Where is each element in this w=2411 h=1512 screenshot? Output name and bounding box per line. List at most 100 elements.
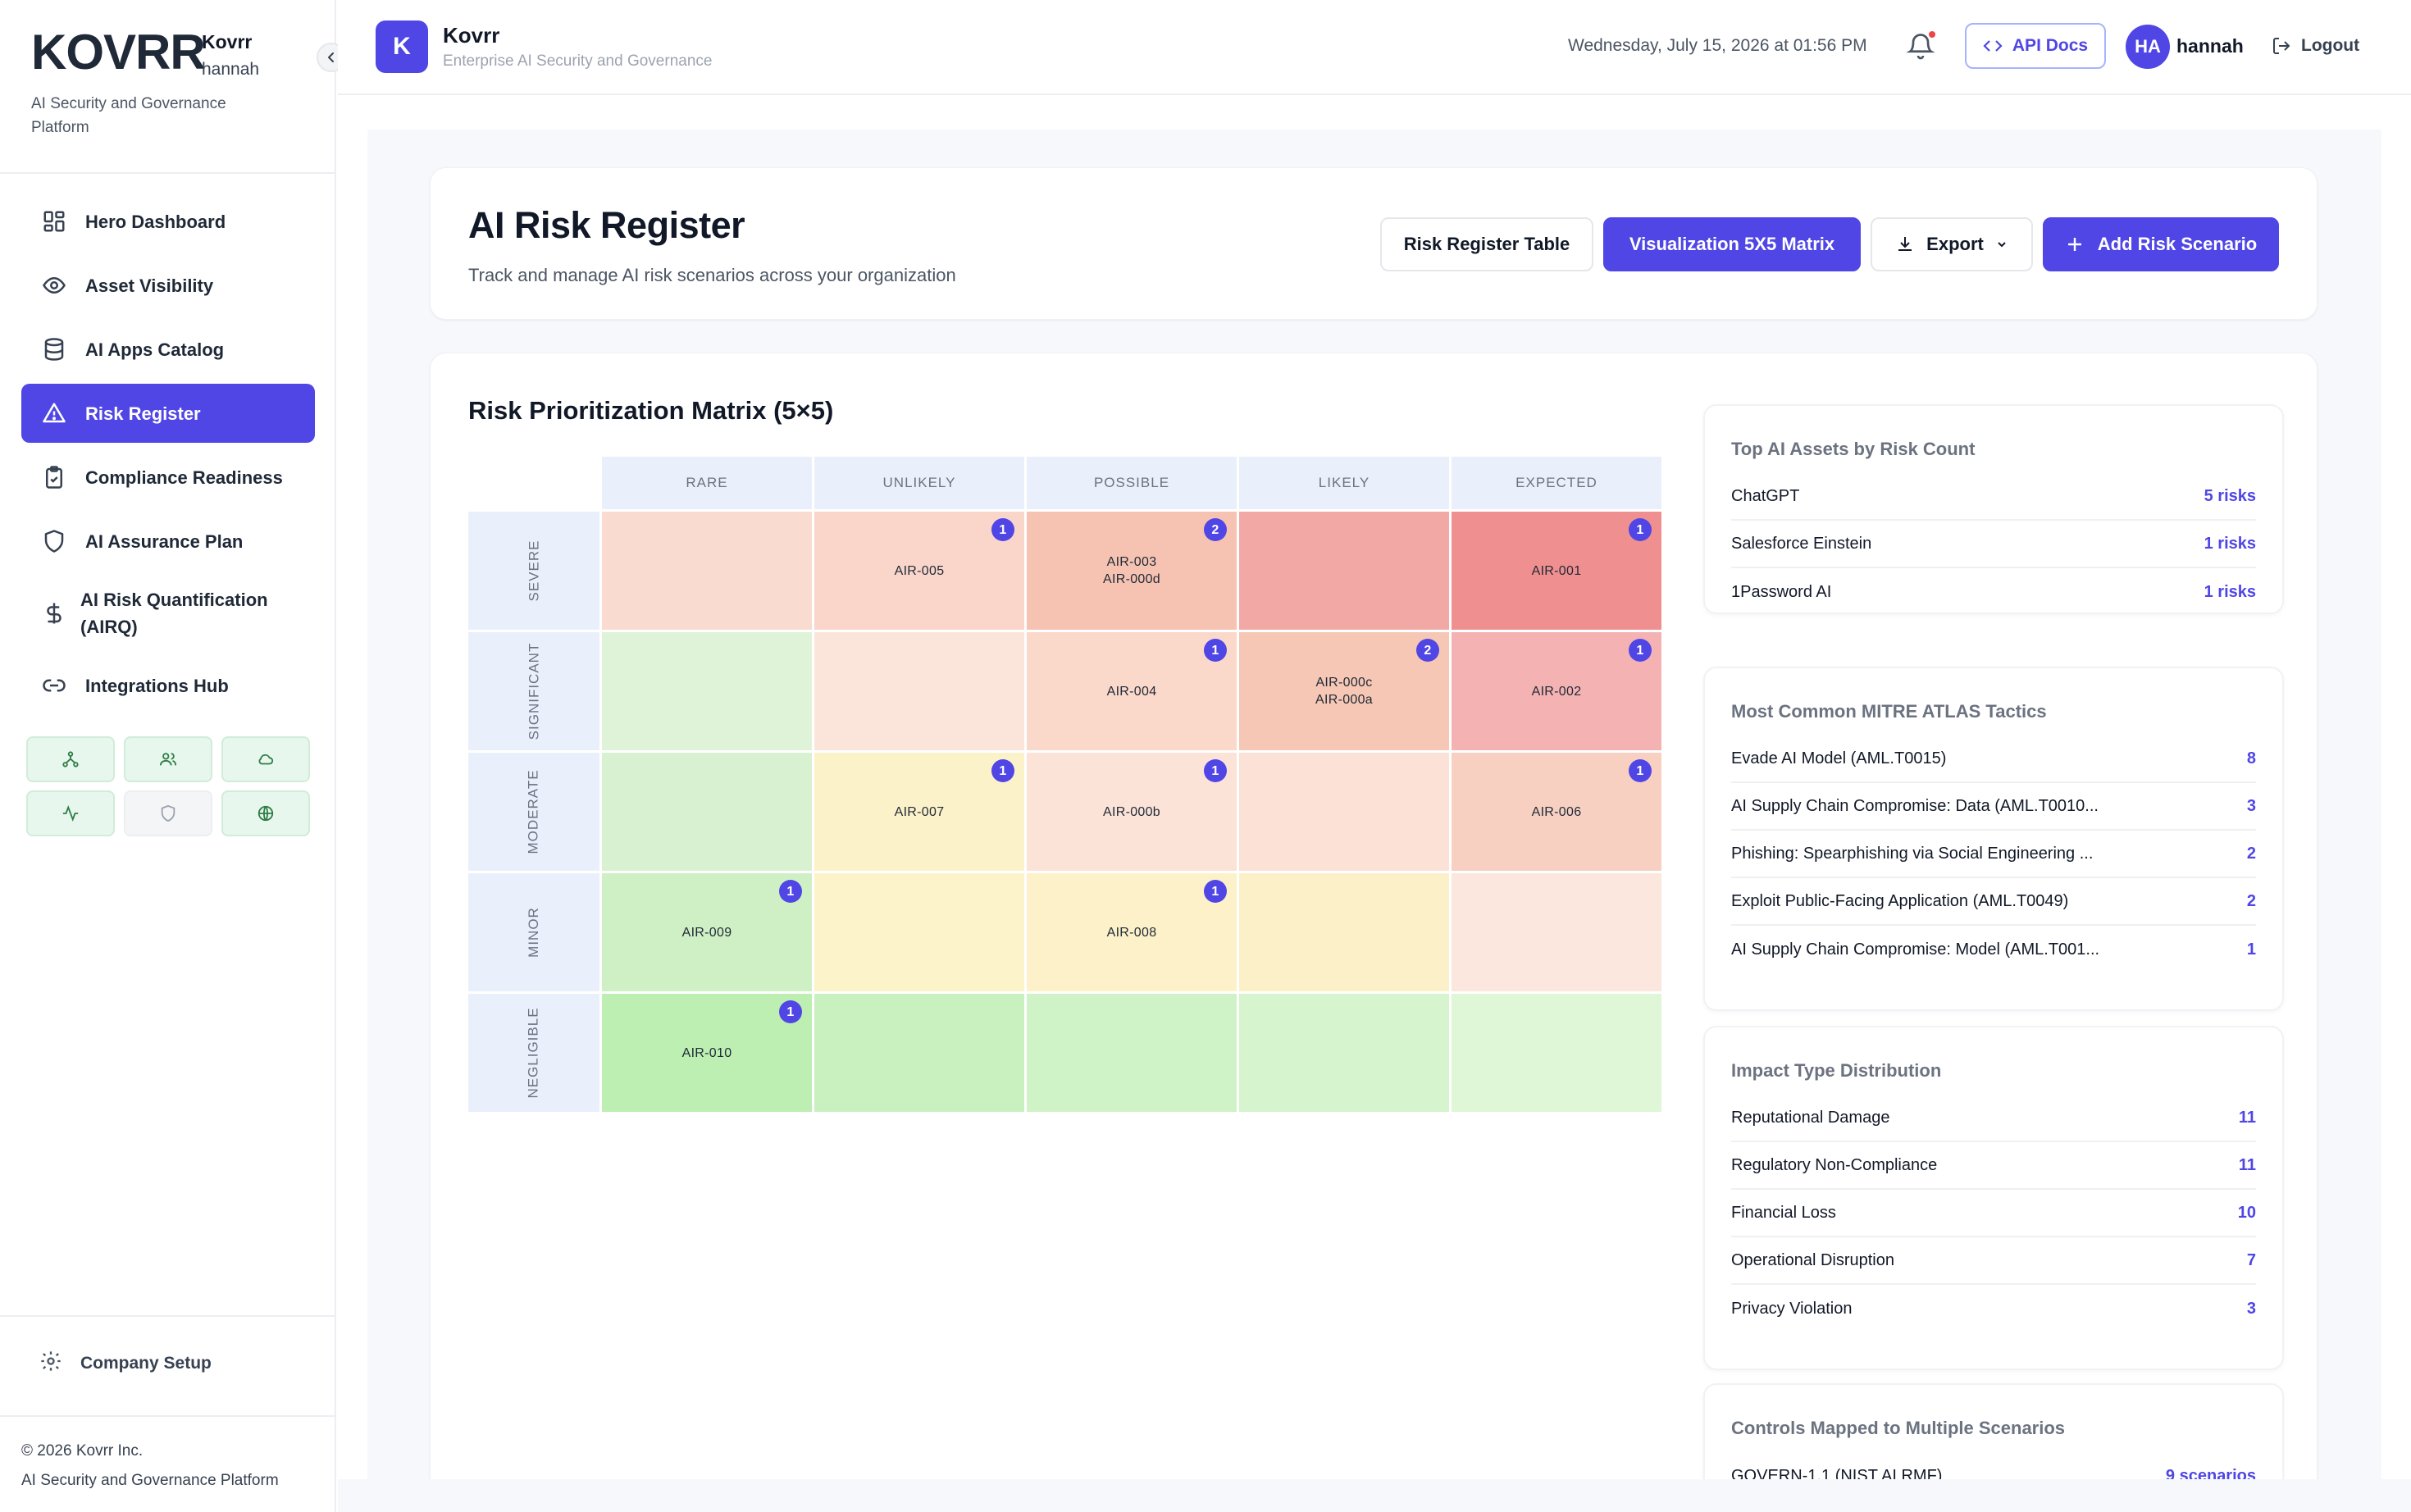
sidebar-item-hero-dashboard[interactable]: Hero Dashboard — [21, 192, 315, 251]
list-item[interactable]: Evade AI Model (AML.T0015) 8 — [1731, 736, 2256, 783]
sidebar-item-asset-visibility[interactable]: Asset Visibility — [21, 256, 315, 315]
brand-meta: Kovrr hannah — [202, 31, 259, 80]
sidebar-item-integrations-hub[interactable]: Integrations Hub — [21, 656, 315, 715]
matrix-cell[interactable] — [814, 994, 1024, 1112]
risk-id[interactable]: AIR-008 — [1106, 925, 1157, 940]
avatar[interactable]: HA — [2126, 25, 2170, 69]
list-item[interactable]: 1Password AI 1 risks — [1731, 568, 2256, 616]
risk-id[interactable]: AIR-000c — [1315, 676, 1373, 690]
export-button[interactable]: Export — [1871, 217, 2033, 271]
risk-id[interactable]: AIR-003 — [1106, 555, 1157, 569]
matrix-cell[interactable] — [814, 632, 1024, 750]
risk-id[interactable]: AIR-000a — [1315, 693, 1373, 707]
matrix-title: Risk Prioritization Matrix (5×5) — [468, 396, 834, 425]
matrix-cell[interactable] — [1239, 873, 1449, 991]
matrix-cell[interactable] — [602, 753, 812, 871]
quick-network-button[interactable] — [26, 736, 115, 782]
matrix-cell[interactable]: AIR-006 1 — [1452, 753, 1661, 871]
matrix-cell[interactable] — [1452, 994, 1661, 1112]
matrix-cell[interactable]: AIR-000b 1 — [1027, 753, 1237, 871]
matrix-cell[interactable] — [1239, 753, 1449, 871]
list-item[interactable]: AI Supply Chain Compromise: Model (AML.T… — [1731, 926, 2256, 973]
matrix-cell[interactable]: AIR-005 1 — [814, 512, 1024, 630]
matrix-cell[interactable]: AIR-008 1 — [1027, 873, 1237, 991]
matrix-cell[interactable] — [602, 632, 812, 750]
sidebar-item-label: Risk Register — [85, 403, 201, 424]
download-icon — [1898, 237, 1912, 251]
matrix-cell[interactable]: AIR-009 1 — [602, 873, 812, 991]
link-icon — [41, 672, 67, 699]
app-logo[interactable]: K — [376, 20, 428, 73]
add-risk-scenario-label: Add Risk Scenario — [2097, 234, 2258, 254]
quick-shield-button[interactable] — [124, 790, 212, 836]
list-item-label: Phishing: Spearphishing via Social Engin… — [1731, 844, 2094, 863]
matrix-cell[interactable]: AIR-010 1 — [602, 994, 812, 1112]
quick-users-button[interactable] — [124, 736, 212, 782]
shield-icon — [161, 804, 175, 822]
code-icon — [1983, 40, 2003, 52]
risk-count-badge: 1 — [1629, 639, 1652, 662]
matrix-row-label: SEVERE — [525, 540, 541, 602]
list-item[interactable]: Privacy Violation 3 — [1731, 1285, 2256, 1332]
sidebar-item-compliance-readiness[interactable]: Compliance Readiness — [21, 448, 315, 507]
quick-globe-button[interactable] — [221, 790, 310, 836]
sidebar-item-ai-assurance-plan[interactable]: AI Assurance Plan — [21, 512, 315, 571]
sidebar-item-airq[interactable]: AI Risk Quantification (AIRQ) — [21, 576, 315, 651]
risk-count-badge: 2 — [1416, 639, 1439, 662]
risk-id[interactable]: AIR-001 — [1531, 563, 1582, 578]
mitre-tactics-list: Evade AI Model (AML.T0015) 8 AI Supply Cha… — [1731, 736, 2256, 973]
list-item[interactable]: Phishing: Spearphishing via Social Engin… — [1731, 831, 2256, 878]
risk-id[interactable]: AIR-000b — [1103, 804, 1160, 819]
footer-copyright: © 2026 Kovrr Inc. — [21, 1442, 144, 1460]
quick-activity-button[interactable] — [26, 790, 115, 836]
risk-id[interactable]: AIR-005 — [894, 563, 945, 578]
risk-id[interactable]: AIR-010 — [681, 1045, 732, 1060]
list-item[interactable]: Reputational Damage 11 — [1731, 1095, 2256, 1142]
matrix-cell[interactable]: AIR-001 1 — [1452, 512, 1661, 630]
matrix-cell[interactable] — [602, 512, 812, 630]
matrix-cell[interactable] — [814, 873, 1024, 991]
network-icon — [62, 751, 79, 767]
add-risk-scenario-button[interactable]: Add Risk Scenario — [2043, 217, 2279, 271]
kovrr-wordmark: KOVRR — [31, 31, 206, 74]
visualization-matrix-button[interactable]: Visualization 5X5 Matrix — [1603, 217, 1861, 271]
list-item[interactable]: Financial Loss 10 — [1731, 1190, 2256, 1237]
matrix-cell[interactable]: AIR-000c AIR-000a 2 — [1239, 632, 1449, 750]
sidebar-item-risk-register[interactable]: Risk Register — [21, 384, 315, 443]
list-item[interactable]: Salesforce Einstein 1 risks — [1731, 521, 2256, 568]
kovrr-logo[interactable]: KOVRR — [31, 31, 216, 80]
matrix-cell[interactable] — [1239, 512, 1449, 630]
notifications-button[interactable] — [1906, 31, 1939, 64]
list-item[interactable]: AI Supply Chain Compromise: Data (AML.T0… — [1731, 783, 2256, 831]
company-setup-link[interactable]: Company Setup — [39, 1350, 212, 1378]
risk-register-table-button[interactable]: Risk Register Table — [1380, 217, 1593, 271]
sidebar-item-ai-apps-catalog[interactable]: AI Apps Catalog — [21, 320, 315, 379]
matrix-cell[interactable]: AIR-004 1 — [1027, 632, 1237, 750]
logout-button[interactable]: Logout — [2272, 36, 2359, 56]
quick-cloud-button[interactable] — [221, 736, 310, 782]
list-item[interactable]: ChatGPT 5 risks — [1731, 473, 2256, 521]
matrix-card: Risk Prioritization Matrix (5×5) RARE UNL… — [430, 353, 2318, 1512]
list-item[interactable]: Operational Disruption 7 — [1731, 1237, 2256, 1285]
risk-count-badge: 1 — [1204, 880, 1227, 903]
divider — [0, 172, 336, 174]
risk-id[interactable]: AIR-007 — [894, 804, 945, 819]
risk-id[interactable]: AIR-006 — [1531, 804, 1582, 819]
matrix-cell[interactable]: AIR-002 1 — [1452, 632, 1661, 750]
list-item[interactable]: Exploit Public-Facing Application (AML.T… — [1731, 878, 2256, 926]
api-docs-button[interactable]: API Docs — [1965, 23, 2106, 69]
matrix-cell[interactable] — [1027, 994, 1237, 1112]
list-item[interactable]: Regulatory Non-Compliance 11 — [1731, 1142, 2256, 1190]
shield-icon — [41, 528, 67, 554]
list-item-label: Reputational Damage — [1731, 1108, 1890, 1127]
matrix-cell[interactable]: AIR-003 AIR-000d 2 — [1027, 512, 1237, 630]
matrix-cell[interactable] — [1239, 994, 1449, 1112]
risk-id[interactable]: AIR-009 — [681, 925, 732, 940]
risk-count-badge: 1 — [1629, 518, 1652, 541]
risk-id[interactable]: AIR-000d — [1103, 572, 1160, 586]
risk-id[interactable]: AIR-002 — [1531, 684, 1582, 699]
matrix-cell[interactable] — [1452, 873, 1661, 991]
risk-id[interactable]: AIR-004 — [1106, 684, 1157, 699]
header-username[interactable]: hannah — [2176, 35, 2244, 57]
matrix-cell[interactable]: AIR-007 1 — [814, 753, 1024, 871]
